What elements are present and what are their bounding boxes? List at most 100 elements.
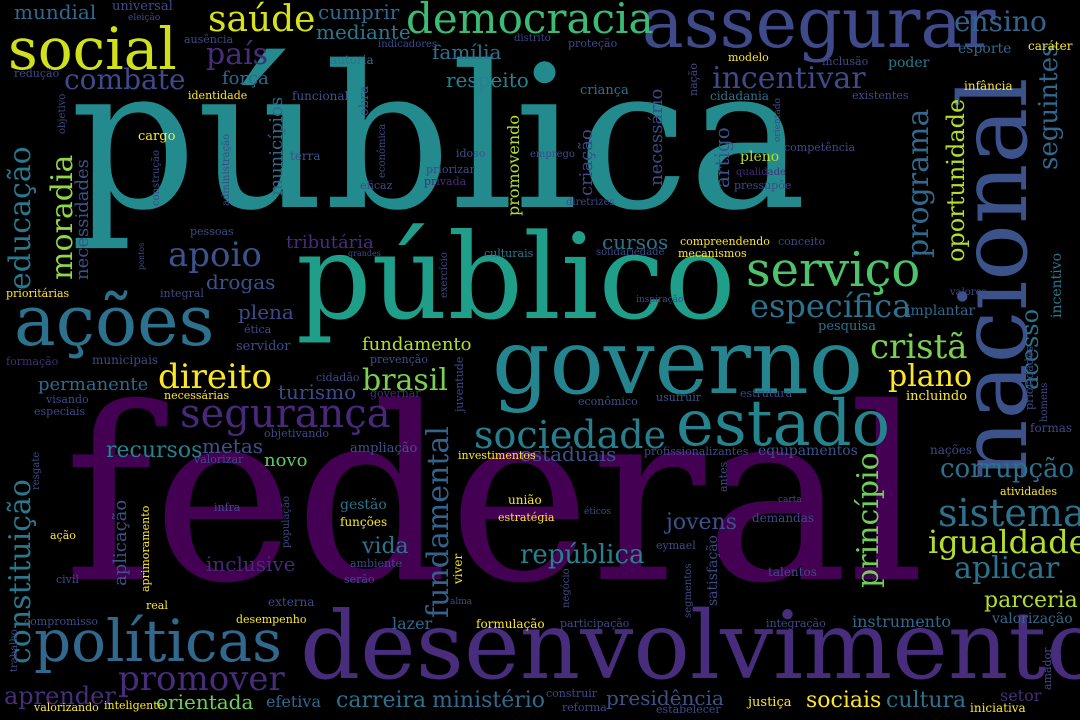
word-idoso: idoso bbox=[456, 147, 486, 160]
word-fundamental: fundamental bbox=[421, 426, 456, 618]
word-inteligente: inteligente bbox=[104, 699, 165, 712]
word-valores: valores bbox=[950, 287, 987, 298]
word-reforma: reforma bbox=[562, 701, 607, 714]
word-integracao: integração bbox=[766, 617, 826, 630]
word-desempenho: desempenho bbox=[236, 613, 307, 626]
word-equipamentos: equipamentos bbox=[758, 443, 858, 459]
word-solidariedade: solidariedade bbox=[596, 247, 665, 258]
word-inclusive: inclusive bbox=[206, 552, 296, 576]
word-apoio: apoio bbox=[168, 235, 262, 275]
word-incentivar: incentivar bbox=[712, 61, 866, 96]
word-eficaz: eficaz bbox=[360, 179, 393, 192]
word-jovens: jovens bbox=[666, 510, 737, 535]
word-autoria: autoria bbox=[330, 53, 374, 67]
word-familia: família bbox=[432, 40, 502, 64]
word-cargo: cargo bbox=[138, 129, 176, 144]
word-eleicao: eleição bbox=[128, 13, 161, 23]
word-estrategia: estratégia bbox=[498, 511, 555, 524]
word-compromisso: compromisso bbox=[24, 615, 98, 628]
word-talentos: talentos bbox=[768, 565, 817, 579]
word-juventude: juventude bbox=[453, 356, 466, 412]
word-pressupoe: pressupõe bbox=[734, 179, 792, 192]
word-pleno: pleno bbox=[740, 149, 780, 165]
word-obra: obra bbox=[357, 85, 372, 116]
word-metas: metas bbox=[202, 434, 264, 458]
word-lazer: lazer bbox=[392, 614, 433, 633]
word-indicadores: indicadores bbox=[378, 39, 438, 50]
word-servico: serviço bbox=[746, 242, 921, 298]
word-setor: setor bbox=[1000, 686, 1042, 705]
word-formulacao: formulação bbox=[476, 617, 545, 631]
word-culturais: culturais bbox=[484, 247, 534, 260]
word-pesquisa: pesquisa bbox=[818, 319, 876, 334]
word-igualdade: igualdade bbox=[928, 523, 1080, 561]
word-valorizacao: valorização bbox=[992, 611, 1073, 627]
word-saude: saúde bbox=[208, 0, 316, 40]
word-plena: plena bbox=[238, 300, 294, 324]
word-presidencia: presidência bbox=[606, 686, 724, 710]
word-grandes: grandes bbox=[348, 249, 381, 258]
word-formacao: formação bbox=[6, 355, 59, 368]
word-justica: justiça bbox=[748, 695, 792, 710]
word-nacoes: nações bbox=[930, 443, 973, 457]
word-investimentos: investimentos bbox=[458, 449, 536, 462]
word-especiais: especiais bbox=[34, 405, 86, 418]
word-prioritarias: prioritárias bbox=[6, 287, 70, 300]
word-mundial: mundial bbox=[14, 0, 97, 24]
word-assegurar: assegurar bbox=[642, 0, 996, 64]
word-valorizar: valorizar bbox=[194, 453, 244, 466]
word-permanente: permanente bbox=[38, 374, 149, 395]
word-construir: construir bbox=[546, 687, 598, 700]
word-combate: combate bbox=[64, 63, 186, 96]
word-amador: amador bbox=[1041, 647, 1054, 690]
word-ambiente: ambiente bbox=[350, 557, 403, 570]
word-objetivo: objetivo bbox=[57, 93, 68, 134]
word-artigo: artigo bbox=[710, 127, 734, 188]
word-protecao: proteção bbox=[568, 37, 618, 50]
word-novo: novo bbox=[264, 450, 308, 471]
word-necessarias: necessárias bbox=[164, 389, 230, 402]
word-estaduais: estaduais bbox=[520, 442, 617, 466]
word-turismo: turismo bbox=[278, 380, 357, 404]
word-infancia: infância bbox=[964, 79, 1013, 93]
word-identidade: identidade bbox=[188, 89, 248, 102]
word-crianca: criança bbox=[580, 83, 629, 98]
word-acao: ação bbox=[50, 529, 76, 542]
word-resgate: resgate bbox=[31, 451, 42, 490]
word-republica: república bbox=[520, 540, 645, 570]
word-nacao: nação bbox=[687, 63, 700, 96]
word-direito: direito bbox=[158, 357, 273, 397]
word-viver: viver bbox=[451, 553, 465, 584]
word-construcao: construção bbox=[151, 149, 162, 206]
word-crista: cristã bbox=[870, 327, 968, 367]
word-ministerio: ministério bbox=[432, 688, 546, 713]
word-homens: homens bbox=[1039, 382, 1050, 422]
word-mediante: mediante bbox=[316, 20, 411, 44]
word-orientada: orientada bbox=[156, 690, 254, 714]
word-municipios: municípios bbox=[266, 96, 287, 196]
word-incluindo: incluindo bbox=[906, 389, 968, 404]
word-trabalho: trabalho bbox=[9, 629, 20, 672]
word-oportunidade: oportunidade bbox=[942, 98, 970, 262]
word-publica: pública bbox=[70, 23, 807, 254]
word-educacao: educação bbox=[3, 146, 38, 290]
word-parceria: parceria bbox=[984, 588, 1078, 613]
word-economica: econômica bbox=[377, 123, 388, 178]
word-negocio: negócio bbox=[561, 568, 572, 608]
word-acoes: ações bbox=[14, 280, 215, 362]
word-sociedade: sociedade bbox=[474, 413, 667, 457]
word-promovendo: promovendo bbox=[504, 114, 523, 216]
word-federal: federal bbox=[64, 356, 926, 636]
word-visando: visando bbox=[46, 393, 89, 406]
word-cumprir: cumprir bbox=[318, 0, 400, 24]
word-civil: civil bbox=[56, 573, 79, 586]
word-vida: vida bbox=[362, 534, 409, 559]
word-incentivo: incentivo bbox=[1049, 252, 1065, 318]
word-governar: governar bbox=[370, 387, 421, 400]
word-eticos: éticos bbox=[584, 507, 611, 517]
word-ampliacao: ampliação bbox=[350, 441, 418, 456]
word-estabelecer: estabelecer bbox=[656, 703, 721, 716]
word-pais: país bbox=[206, 37, 269, 72]
word-prevencao: prevenção bbox=[370, 353, 428, 366]
word-esporte: esporte bbox=[958, 41, 1012, 57]
